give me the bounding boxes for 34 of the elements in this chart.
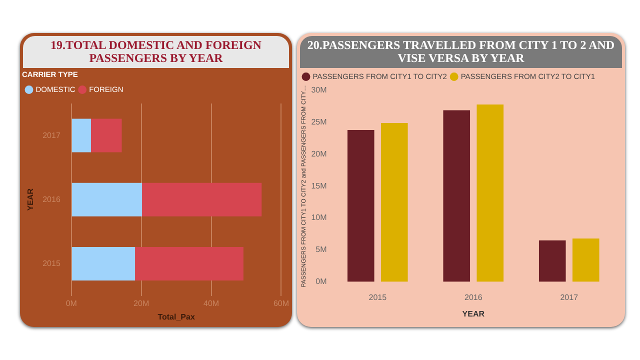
bar [380, 123, 408, 282]
x-tick-label: 20M [134, 298, 150, 308]
x-tick-label: 40M [203, 298, 220, 308]
chart-title: 19.TOTAL DOMESTIC AND FOREIGN PASSENGERS BY YEAR [23, 36, 289, 68]
bar [90, 118, 122, 152]
y-tick-label: 15M [311, 181, 328, 190]
y-tick-label: 0M [316, 277, 328, 286]
y-axis-title: YEAR [26, 188, 36, 211]
y-tick-label: 25M [311, 118, 328, 127]
bar [72, 118, 91, 152]
chart-title: 20.PASSENGERS TRAVELLED FROM CITY 1 TO 2 AND VISE VERSA BY YEAR [300, 36, 622, 68]
bar [538, 240, 566, 282]
y-tick-label: 2016 [42, 194, 61, 204]
bar [347, 130, 374, 282]
bar [72, 247, 136, 280]
y-tick-label: 20M [311, 149, 328, 158]
bar [142, 182, 262, 216]
y-tick-label: 5M [316, 245, 328, 254]
y-tick-label: 30M [311, 86, 328, 95]
y-tick-label: 2015 [42, 258, 61, 268]
x-tick-label: 2017 [560, 292, 579, 302]
x-tick-label: 0M [66, 298, 78, 308]
y-tick-label: 2017 [42, 130, 61, 140]
x-axis-title: Total_Pax [158, 312, 196, 322]
bar [476, 104, 504, 282]
bar [72, 182, 142, 216]
x-tick-label: 2016 [464, 292, 483, 302]
x-axis-title: YEAR [462, 309, 485, 318]
bar [135, 247, 244, 280]
y-tick-label: 10M [311, 213, 328, 222]
bar [443, 110, 470, 282]
bar [572, 238, 600, 282]
x-tick-label: 60M [273, 298, 290, 308]
x-tick-label: 2015 [368, 292, 388, 302]
